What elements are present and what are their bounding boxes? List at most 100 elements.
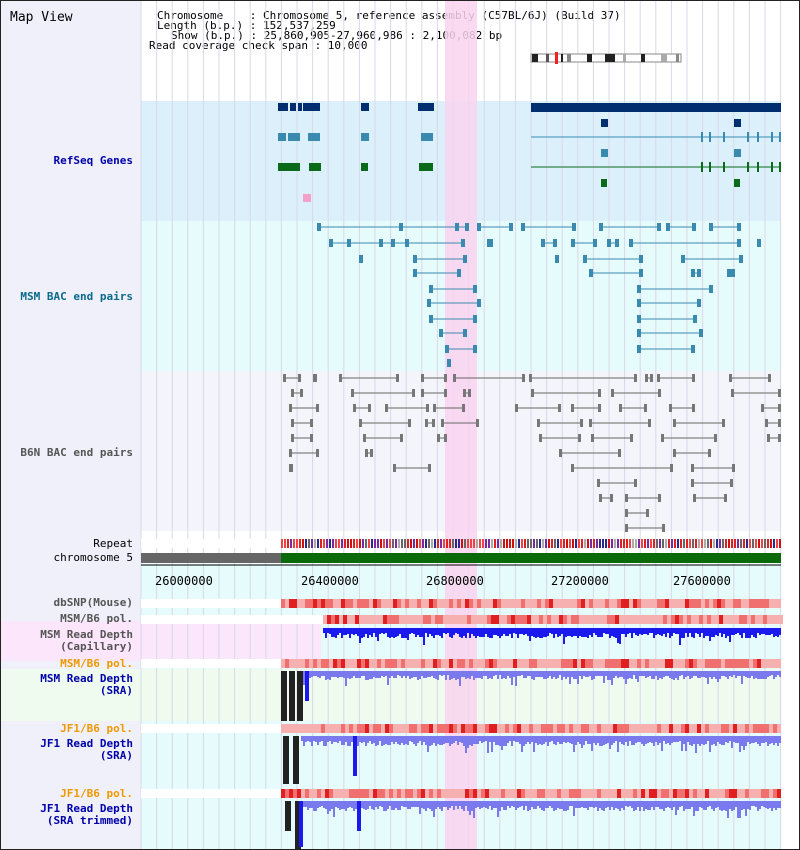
msm-b6-pol-cell [567,615,571,624]
msm-bac-track-label[interactable]: MSM BAC end pairs [20,290,133,303]
dbsnp-cell [513,599,517,608]
msm-capillary-depth-label[interactable]: MSM Read Depth (Capillary) [40,628,133,653]
bac-end [515,404,518,412]
dbsnp-cell [461,599,465,608]
jf1-b6-pol-cell [321,724,325,733]
capillary-depth-bar [773,628,775,637]
jf1-trimmed-depth-bar [365,801,367,810]
bac-end [316,449,319,457]
capillary-depth-bar [569,628,571,636]
msm-sra-depth-bar [453,671,455,678]
bac-end [396,374,399,382]
jf1-trimmed-depth-bar [723,801,725,810]
msm-b6-pol-b-cell [761,659,765,668]
jf1-sra-depth-bar [739,736,741,752]
repeat-element [401,539,403,548]
capillary-depth-bar [533,628,535,637]
msm-b6-pol-b-cell [573,659,577,668]
msm-b6-pol-cell [687,615,691,624]
msm-b6-pol-cell [599,615,603,624]
msm-sra-depth-bar [671,671,673,679]
repeat-element [584,539,586,548]
jf1-trimmed-depth-bar [775,801,777,810]
dbsnp-cell [601,599,605,608]
dbsnp-cell [757,599,761,608]
jf1-sra-depth-label[interactable]: JF1 Read Depth (SRA) [40,737,133,762]
jf1-trimmed-depth-bar [311,801,313,808]
msm-sra-depth-bar [539,671,541,677]
bac-end [607,239,611,247]
msm-sra-depth-bar [551,671,553,679]
jf1-b6-pol-cell [773,724,777,733]
dbsnp-track-label[interactable]: dbSNP(Mouse) [53,596,133,609]
msm-sra-depth-bar [501,671,503,679]
dbsnp-cell [693,599,697,608]
msm-b6-pol-label-1[interactable]: MSM/B6 pol. [60,612,133,625]
jf1-sra-depth-bar [665,736,667,744]
jf1-b6-pol-cell [593,724,597,733]
jf1-trimmed-depth-bar [645,801,647,809]
dbsnp-cell [497,599,501,608]
jf1-trimmed-depth-label[interactable]: JF1 Read Depth (SRA trimmed) [40,802,133,827]
jf1-trimmed-depth-bar [763,801,765,807]
jf1-sra-depth-bar [751,736,753,743]
capillary-depth-bar [355,628,357,634]
jf1-b6-pol-b-cell [601,789,605,798]
refseq-track-label[interactable]: RefSeq Genes [53,154,133,167]
ideogram-band [561,54,563,62]
bac-end [310,434,313,442]
repeat-element [485,539,487,548]
msm-sra-depth-bar [765,671,767,679]
jf1-b6-pol-cell [589,724,593,733]
msm-b6-pol-cell [327,615,331,624]
msm-sra-depth-bar [615,671,617,676]
jf1-b6-pol-b-cell [689,789,693,798]
capillary-depth-bar [515,628,517,634]
msm-sra-depth-label[interactable]: MSM Read Depth (SRA) [40,672,133,697]
msm-b6-pol-b-cell [461,659,465,668]
repeat-element [506,539,508,548]
msm-b6-pol-cell [515,615,519,624]
jf1-b6-pol-b-cell [301,789,305,798]
msm-b6-pol-label-2[interactable]: MSM/B6 pol. [60,657,133,670]
bac-end [314,374,317,382]
jf1-sra-depth-bar [439,736,441,745]
msm-sra-depth-bar [399,671,401,676]
dbsnp-cell [761,599,765,608]
bac-end [457,269,461,277]
jf1-sra-depth-bar [521,736,523,752]
jf1-b6-pol-b-cell [705,789,709,798]
bac-end [630,434,633,442]
msm-b6-pol-cell [483,615,487,624]
msm-sra-depth-bar [661,671,663,679]
jf1-b6-pol-b-cell [509,789,513,798]
dbsnp-cell [441,599,445,608]
jf1-b6-pol-label-1[interactable]: JF1/B6 pol. [60,722,133,735]
repeat-element [338,539,340,548]
jf1-b6-pol-b-cell [649,789,653,798]
capillary-depth-bar [395,628,397,637]
repeat-element [647,539,649,548]
dbsnp-cell [777,599,781,608]
msm-sra-depth-bar [493,671,495,676]
msm-b6-pol-b-cell [745,659,749,668]
jf1-b6-pol-b-cell [617,789,621,798]
repeat-element [551,539,553,548]
jf1-b6-pol-label-2[interactable]: JF1/B6 pol. [60,787,133,800]
dbsnp-cell [629,599,633,608]
jf1-b6-pol-b-cell [373,789,377,798]
repeat-element [482,539,484,548]
repeat-element [413,539,415,548]
bac-end [300,389,303,397]
b6n-bac-track-label[interactable]: B6N BAC end pairs [20,446,133,459]
repeat-element [512,539,514,548]
jf1-sra-depth-bar [613,736,615,743]
jf1-b6-pol-cell [653,724,657,733]
jf1-sra-depth-bar [441,736,443,745]
msm-sra-depth-bar [545,671,547,679]
capillary-depth-bar [669,628,671,638]
msm-b6-pol-cell [503,615,507,624]
msm-sra-depth-bar [587,671,589,677]
jf1-b6-pol-b-cell [561,789,565,798]
